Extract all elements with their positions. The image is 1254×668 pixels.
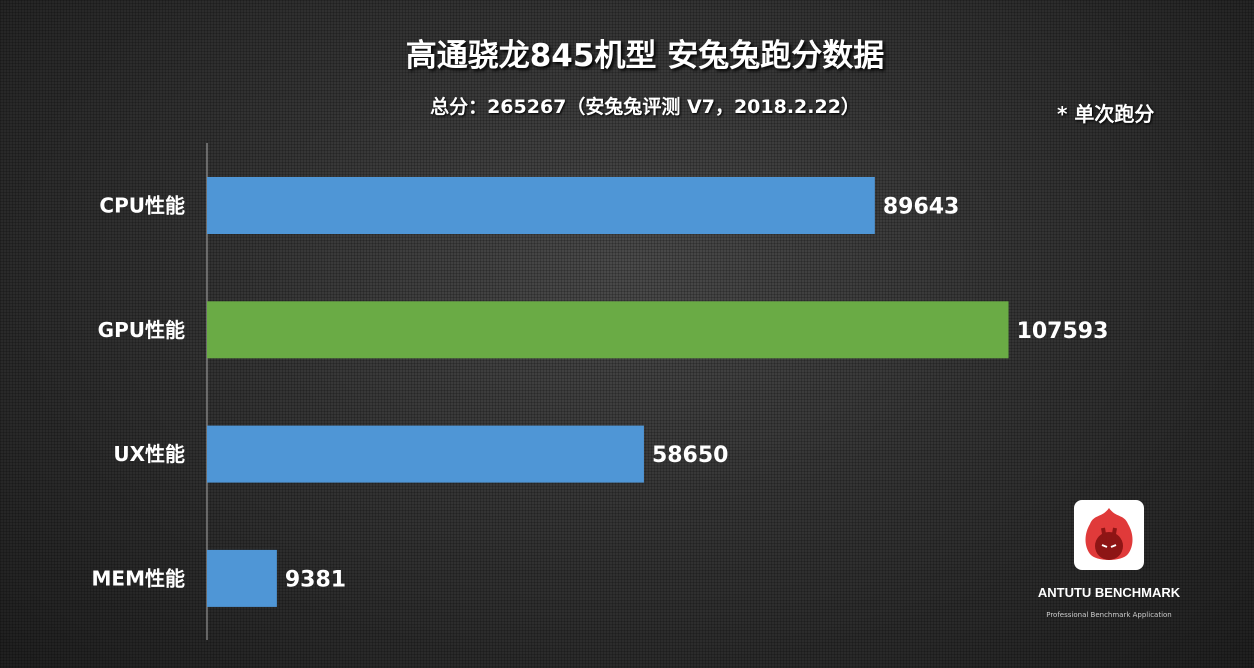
bar-0 bbox=[207, 177, 875, 234]
category-label: UX性能 bbox=[113, 442, 185, 466]
bar-1 bbox=[207, 301, 1009, 359]
bar-3 bbox=[207, 549, 277, 607]
category-label: CPU性能 bbox=[99, 194, 185, 218]
category-label: GPU性能 bbox=[98, 318, 185, 342]
value-label: 9381 bbox=[285, 567, 346, 592]
value-label: 58650 bbox=[652, 443, 729, 468]
chart-title: 高通骁龙845机型 安兔兔跑分数据 bbox=[405, 38, 885, 74]
chart-subtitle: 总分：265267（安兔兔评测 V7，2018.2.22） bbox=[430, 96, 860, 118]
antutu-logo bbox=[1074, 500, 1144, 570]
antutu-flame-icon bbox=[1085, 508, 1133, 560]
single-run-note: * 单次跑分 bbox=[1057, 102, 1155, 126]
value-label: 89643 bbox=[883, 195, 960, 220]
antutu-tagline: Professional Benchmark Application bbox=[1046, 611, 1172, 619]
bar-2 bbox=[207, 425, 644, 483]
antutu-brand-name: ANTUTU BENCHMARK bbox=[1037, 585, 1181, 600]
category-label: MEM性能 bbox=[92, 566, 185, 590]
value-label: 107593 bbox=[1017, 319, 1109, 344]
